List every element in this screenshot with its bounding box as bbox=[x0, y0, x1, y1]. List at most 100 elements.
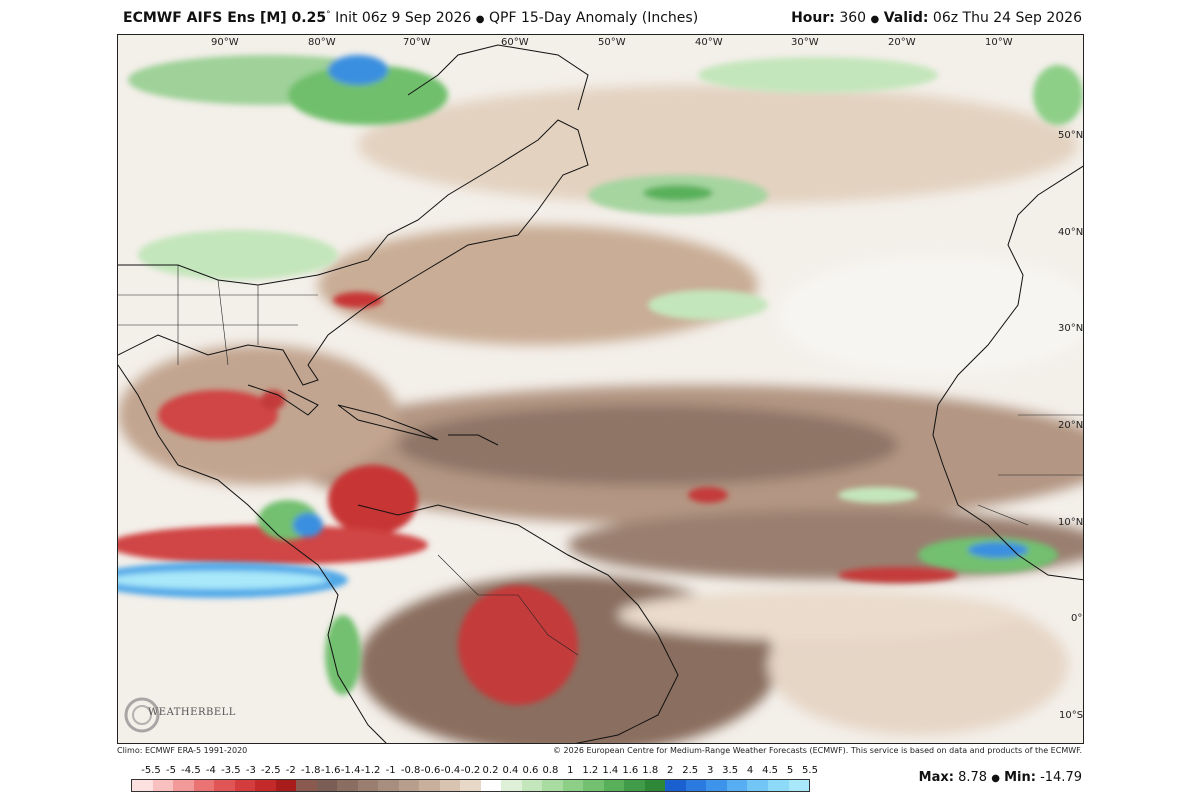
colorbar bbox=[131, 779, 810, 792]
colorbar-swatch bbox=[460, 780, 481, 791]
colorbar-labels: -5.5 -5 -4.5 -4 -3.5 -3 -2.5 -2 -1.8 -1.6 -1.4 -1.2… bbox=[131, 765, 818, 777]
colorbar-swatch bbox=[398, 780, 420, 791]
logo-text: WEATHERBELL bbox=[148, 707, 236, 718]
colorbar-label: -1.8 bbox=[300, 765, 321, 776]
lon-label-10w: 10°W bbox=[985, 37, 1013, 48]
min-value: -14.79 bbox=[1040, 770, 1082, 785]
colorbar-swatch bbox=[542, 780, 563, 791]
colorbar-label: -0.2 bbox=[460, 765, 481, 776]
map-canvas bbox=[118, 35, 1083, 743]
colorbar-label: -5.5 bbox=[141, 765, 161, 776]
climo-note: Climo: ECMWF ERA-5 1991-2020 bbox=[117, 746, 248, 755]
colorbar-label: -3 bbox=[245, 765, 256, 776]
colorbar-swatch bbox=[747, 780, 768, 791]
colorbar-swatch bbox=[255, 780, 276, 791]
degree-mark: ° bbox=[326, 10, 331, 20]
colorbar-swatch bbox=[767, 780, 789, 791]
init-time: Init 06z 9 Sep 2026 bbox=[335, 10, 472, 26]
colorbar-swatch bbox=[275, 780, 297, 791]
bullet-separator-3: ● bbox=[991, 773, 1000, 784]
colorbar-swatch bbox=[357, 780, 379, 791]
lat-label-30n: 30°N bbox=[1058, 323, 1084, 334]
colorbar-swatch bbox=[316, 780, 338, 791]
product-name: QPF 15-Day Anomaly (Inches) bbox=[488, 10, 699, 26]
lat-label-50n: 50°N bbox=[1058, 130, 1084, 141]
colorbar-label: -2 bbox=[285, 765, 296, 776]
min-label: Min: bbox=[1004, 770, 1036, 785]
lon-label-60w: 60°W bbox=[501, 37, 529, 48]
colorbar-swatch bbox=[726, 780, 748, 791]
valid-value: 06z Thu 24 Sep 2026 bbox=[932, 10, 1082, 26]
colorbar-swatch bbox=[583, 780, 604, 791]
colorbar-swatch bbox=[501, 780, 522, 791]
lon-label-30w: 30°W bbox=[791, 37, 819, 48]
colorbar-swatch bbox=[788, 780, 810, 791]
colorbar-label: 0.6 bbox=[522, 765, 539, 776]
bullet-separator-2: ● bbox=[870, 14, 880, 25]
weatherbell-logo: WEATHERBELL bbox=[122, 695, 235, 735]
colorbar-swatch bbox=[665, 780, 686, 791]
colorbar-label: -0.4 bbox=[440, 765, 461, 776]
lat-label-10s: 10°S bbox=[1059, 710, 1084, 721]
hour-label: Hour: bbox=[791, 10, 835, 26]
map-title: ECMWF AIFS Ens [M] 0.25° Init 06z 9 Sep … bbox=[123, 10, 698, 26]
colorbar-swatch bbox=[173, 780, 194, 791]
precipitation-anomaly-map: 90°W 80°W 70°W 60°W 50°W 40°W 30°W 20°W … bbox=[117, 34, 1084, 744]
colorbar-label: 1.2 bbox=[582, 765, 599, 776]
colorbar-label: 0.2 bbox=[482, 765, 499, 776]
colorbar-swatch bbox=[685, 780, 707, 791]
colorbar-label: -3.5 bbox=[221, 765, 241, 776]
hour-value: 360 bbox=[839, 10, 867, 26]
lon-label-70w: 70°W bbox=[403, 37, 431, 48]
wet-anomaly-field bbox=[128, 55, 1083, 573]
colorbar-label: -1.4 bbox=[340, 765, 361, 776]
max-label: Max: bbox=[918, 770, 954, 785]
colorbar-label: 0.4 bbox=[502, 765, 519, 776]
colorbar-swatch bbox=[234, 780, 256, 791]
colorbar-label: 4.5 bbox=[762, 765, 779, 776]
colorbar-label: 3.5 bbox=[722, 765, 739, 776]
colorbar-swatch bbox=[644, 780, 666, 791]
colorbar-label: -2.5 bbox=[261, 765, 281, 776]
valid-time-header: Hour: 360 ● Valid: 06z Thu 24 Sep 2026 bbox=[791, 10, 1082, 26]
colorbar-label: 0.8 bbox=[542, 765, 559, 776]
lat-label-40n: 40°N bbox=[1058, 227, 1084, 238]
colorbar-swatch bbox=[624, 780, 645, 791]
colorbar-label: 1.4 bbox=[602, 765, 619, 776]
colorbar-label: -1 bbox=[385, 765, 396, 776]
model-name: ECMWF AIFS Ens [M] 0.25 bbox=[123, 10, 327, 26]
colorbar-swatch bbox=[521, 780, 543, 791]
colorbar-label: 3 bbox=[706, 765, 714, 776]
colorbar-swatch bbox=[419, 780, 440, 791]
colorbar-label: -5 bbox=[165, 765, 176, 776]
lon-label-40w: 40°W bbox=[695, 37, 723, 48]
colorbar-label: -4.5 bbox=[181, 765, 201, 776]
lon-label-90w: 90°W bbox=[211, 37, 239, 48]
colorbar-swatch bbox=[193, 780, 215, 791]
colorbar-swatch bbox=[132, 780, 153, 791]
colorbar-swatch bbox=[214, 780, 235, 791]
colorbar-label: -1.6 bbox=[320, 765, 341, 776]
colorbar-swatch bbox=[152, 780, 174, 791]
lon-label-50w: 50°W bbox=[598, 37, 626, 48]
colorbar-swatch bbox=[480, 780, 502, 791]
colorbar-swatch bbox=[378, 780, 399, 791]
colorbar-label: -1.2 bbox=[360, 765, 381, 776]
colorbar-label: 1.8 bbox=[642, 765, 659, 776]
colorbar-label: 5 bbox=[786, 765, 794, 776]
borders bbox=[118, 265, 1083, 656]
lat-label-0: 0° bbox=[1071, 613, 1083, 624]
colorbar-label: 1 bbox=[567, 765, 574, 776]
pacific-wet-band bbox=[118, 500, 361, 695]
lat-label-20n: 20°N bbox=[1058, 420, 1084, 431]
colorbar-swatch bbox=[439, 780, 461, 791]
lon-label-20w: 20°W bbox=[888, 37, 916, 48]
colorbar-swatch bbox=[603, 780, 625, 791]
colorbar-swatch bbox=[337, 780, 358, 791]
colorbar-swatch bbox=[562, 780, 584, 791]
max-min-readout: Max: 8.78 ● Min: -14.79 bbox=[919, 770, 1082, 785]
strong-dry-anomaly bbox=[118, 292, 958, 705]
lat-label-10n: 10°N bbox=[1058, 517, 1084, 528]
colorbar-label: 2.5 bbox=[682, 765, 699, 776]
bullet-separator: ● bbox=[475, 14, 485, 25]
